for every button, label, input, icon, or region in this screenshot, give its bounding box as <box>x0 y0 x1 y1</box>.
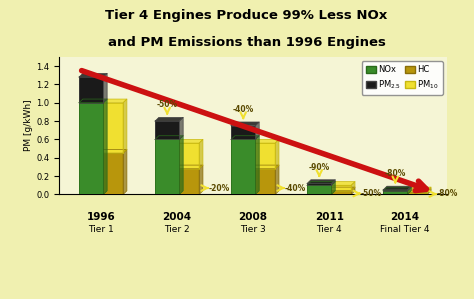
Text: Tier 1: Tier 1 <box>88 225 114 234</box>
Text: 2004: 2004 <box>163 212 191 222</box>
Polygon shape <box>79 77 103 103</box>
Polygon shape <box>408 186 411 191</box>
Polygon shape <box>383 187 411 191</box>
Polygon shape <box>123 99 127 153</box>
Polygon shape <box>307 181 335 185</box>
Polygon shape <box>123 150 127 194</box>
Polygon shape <box>251 139 279 143</box>
Polygon shape <box>155 118 183 121</box>
Text: Final Tier 4: Final Tier 4 <box>381 225 430 234</box>
Polygon shape <box>275 139 279 169</box>
Polygon shape <box>403 189 431 193</box>
Polygon shape <box>155 121 179 139</box>
Polygon shape <box>99 150 127 153</box>
Text: 2014: 2014 <box>391 212 420 222</box>
Text: Tier 4 Engines Produce 99% Less NOx: Tier 4 Engines Produce 99% Less NOx <box>105 9 388 22</box>
Polygon shape <box>199 139 203 169</box>
Polygon shape <box>231 136 259 139</box>
Polygon shape <box>427 189 431 194</box>
Text: -50%: -50% <box>156 100 178 109</box>
Text: Tier 4: Tier 4 <box>316 225 342 234</box>
Polygon shape <box>408 187 411 194</box>
Polygon shape <box>275 165 279 194</box>
Polygon shape <box>327 191 351 194</box>
Legend: NOx, PM$_{2.5}$, HC, PM$_{10}$: NOx, PM$_{2.5}$, HC, PM$_{10}$ <box>362 61 443 95</box>
Text: Tier 3: Tier 3 <box>240 225 266 234</box>
Polygon shape <box>231 122 259 126</box>
Text: -40%: -40% <box>233 105 254 114</box>
Text: -20%: -20% <box>209 184 230 193</box>
Polygon shape <box>179 118 183 139</box>
Polygon shape <box>175 143 199 169</box>
Polygon shape <box>251 165 279 169</box>
Polygon shape <box>327 187 355 191</box>
Polygon shape <box>103 73 107 103</box>
Polygon shape <box>403 187 431 191</box>
Text: 2011: 2011 <box>315 212 344 222</box>
Text: -40%: -40% <box>285 184 306 193</box>
Polygon shape <box>175 139 203 143</box>
Polygon shape <box>327 181 355 185</box>
Polygon shape <box>351 181 355 191</box>
Text: -50%: -50% <box>361 189 382 198</box>
Polygon shape <box>175 165 203 169</box>
Text: 1996: 1996 <box>87 212 116 222</box>
Polygon shape <box>307 185 331 194</box>
Text: and PM Emissions than 1996 Engines: and PM Emissions than 1996 Engines <box>108 36 385 49</box>
Text: 2008: 2008 <box>238 212 268 222</box>
Y-axis label: PM [g/kWh]: PM [g/kWh] <box>25 100 34 152</box>
Polygon shape <box>179 136 183 194</box>
Polygon shape <box>383 191 408 194</box>
Polygon shape <box>427 187 431 193</box>
Polygon shape <box>307 184 331 185</box>
Polygon shape <box>79 73 107 77</box>
Polygon shape <box>79 103 103 194</box>
Polygon shape <box>99 103 123 153</box>
Polygon shape <box>383 186 411 190</box>
Polygon shape <box>331 181 335 194</box>
Polygon shape <box>251 169 275 194</box>
Polygon shape <box>331 180 335 185</box>
Polygon shape <box>327 185 351 191</box>
Polygon shape <box>255 122 259 139</box>
Polygon shape <box>231 139 255 194</box>
Text: -80%: -80% <box>384 169 406 178</box>
Text: -80%: -80% <box>437 190 458 199</box>
Polygon shape <box>351 187 355 194</box>
Text: -90%: -90% <box>309 163 330 172</box>
Polygon shape <box>403 191 427 193</box>
Polygon shape <box>99 153 123 194</box>
Polygon shape <box>99 99 127 103</box>
Polygon shape <box>155 136 183 139</box>
Text: Tier 2: Tier 2 <box>164 225 190 234</box>
Polygon shape <box>307 180 335 184</box>
Polygon shape <box>251 143 275 169</box>
Polygon shape <box>231 126 255 139</box>
Polygon shape <box>155 139 179 194</box>
Polygon shape <box>255 136 259 194</box>
Polygon shape <box>103 99 107 194</box>
Polygon shape <box>175 169 199 194</box>
Polygon shape <box>199 165 203 194</box>
Polygon shape <box>383 190 408 191</box>
Polygon shape <box>403 193 427 194</box>
Polygon shape <box>79 99 107 103</box>
